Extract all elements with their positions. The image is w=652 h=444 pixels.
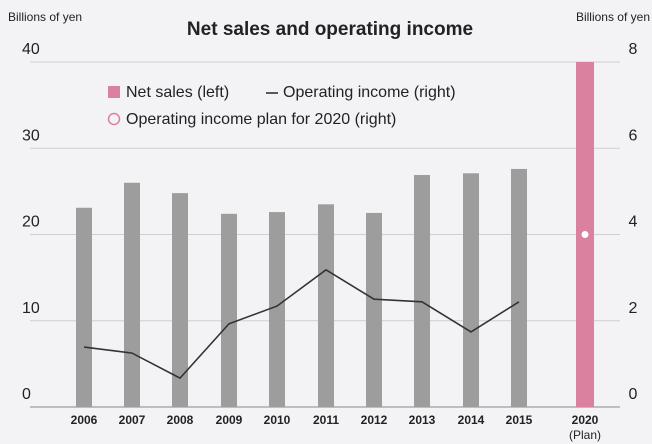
legend-label: Operating income plan for 2020 (right): [126, 111, 396, 128]
bar: [463, 173, 479, 407]
bar: [76, 207, 92, 407]
bar: [172, 193, 188, 407]
x-tick-label: 2011: [313, 413, 339, 427]
x-tick-label: 2020: [572, 413, 599, 427]
legend-label: Net sales (left): [126, 84, 229, 101]
bar: [318, 204, 334, 407]
bar: [269, 212, 285, 407]
y-tick-label: 10: [22, 300, 40, 317]
legend-swatch: [107, 112, 121, 126]
x-tick-label: 2009: [216, 413, 243, 427]
y-tick-label: 0: [22, 386, 31, 403]
legend-label: Operating income (right): [283, 84, 456, 101]
y2-tick-label: 4: [629, 214, 638, 231]
y2-tick-label: 8: [629, 41, 638, 58]
plan-point: [581, 231, 589, 238]
x-tick-label: 2014: [458, 413, 485, 427]
legend-swatch: [108, 86, 120, 98]
x-tick-label: 2008: [167, 413, 194, 427]
x-tick-label: 2012: [361, 413, 388, 427]
x-tick-label: 2015: [506, 413, 533, 427]
y-tick-label: 30: [22, 127, 40, 144]
y-tick-label: 20: [22, 214, 40, 231]
bar: [366, 212, 382, 407]
y2-axis-label: Billions of yen: [576, 10, 650, 24]
bar: [221, 213, 237, 407]
y2-tick-label: 6: [629, 127, 638, 144]
x-tick-label: 2007: [119, 413, 146, 427]
y2-tick-label: 0: [629, 386, 638, 403]
x-tick-label: 2006: [71, 413, 98, 427]
bar: [124, 182, 140, 407]
y2-tick-label: 2: [629, 300, 638, 317]
y-tick-label: 40: [22, 41, 40, 58]
bar: [414, 174, 430, 407]
line: [83, 268, 520, 380]
chart-title: Net sales and operating income: [187, 19, 473, 40]
bar: [511, 168, 527, 407]
x-tick-label: 2013: [409, 413, 436, 427]
plan-label: (Plan): [569, 428, 601, 442]
x-tick-label: 2010: [264, 413, 291, 427]
y-axis-label: Billions of yen: [8, 10, 82, 24]
